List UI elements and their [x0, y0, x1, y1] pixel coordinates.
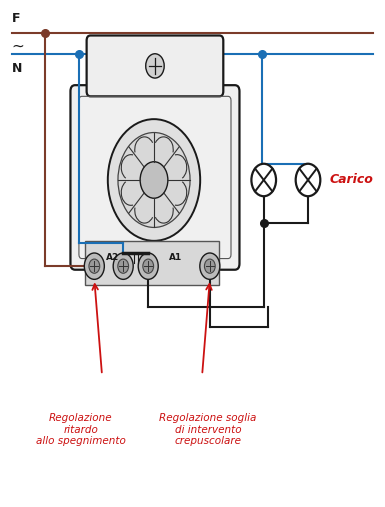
- FancyBboxPatch shape: [70, 85, 239, 270]
- Circle shape: [118, 132, 190, 228]
- FancyBboxPatch shape: [87, 35, 223, 96]
- Circle shape: [143, 259, 154, 273]
- Text: ~: ~: [12, 39, 24, 54]
- Text: Carico: Carico: [330, 173, 374, 187]
- Circle shape: [200, 253, 220, 279]
- Circle shape: [251, 164, 276, 196]
- Circle shape: [204, 259, 215, 273]
- Text: A2: A2: [106, 253, 119, 262]
- Text: N: N: [12, 62, 22, 76]
- Text: Regolazione soglia
di intervento
crepuscolare: Regolazione soglia di intervento crepusc…: [159, 413, 256, 446]
- Circle shape: [296, 164, 320, 196]
- Circle shape: [138, 253, 158, 279]
- Circle shape: [84, 253, 104, 279]
- Circle shape: [140, 162, 168, 198]
- Circle shape: [89, 259, 100, 273]
- Circle shape: [118, 259, 129, 273]
- Text: Regolazione
ritardo
allo spegnimento: Regolazione ritardo allo spegnimento: [36, 413, 126, 446]
- Text: A1: A1: [169, 253, 182, 262]
- Circle shape: [146, 54, 164, 78]
- Circle shape: [113, 253, 133, 279]
- Circle shape: [108, 119, 200, 241]
- Bar: [85, 241, 219, 285]
- Text: F: F: [12, 12, 20, 25]
